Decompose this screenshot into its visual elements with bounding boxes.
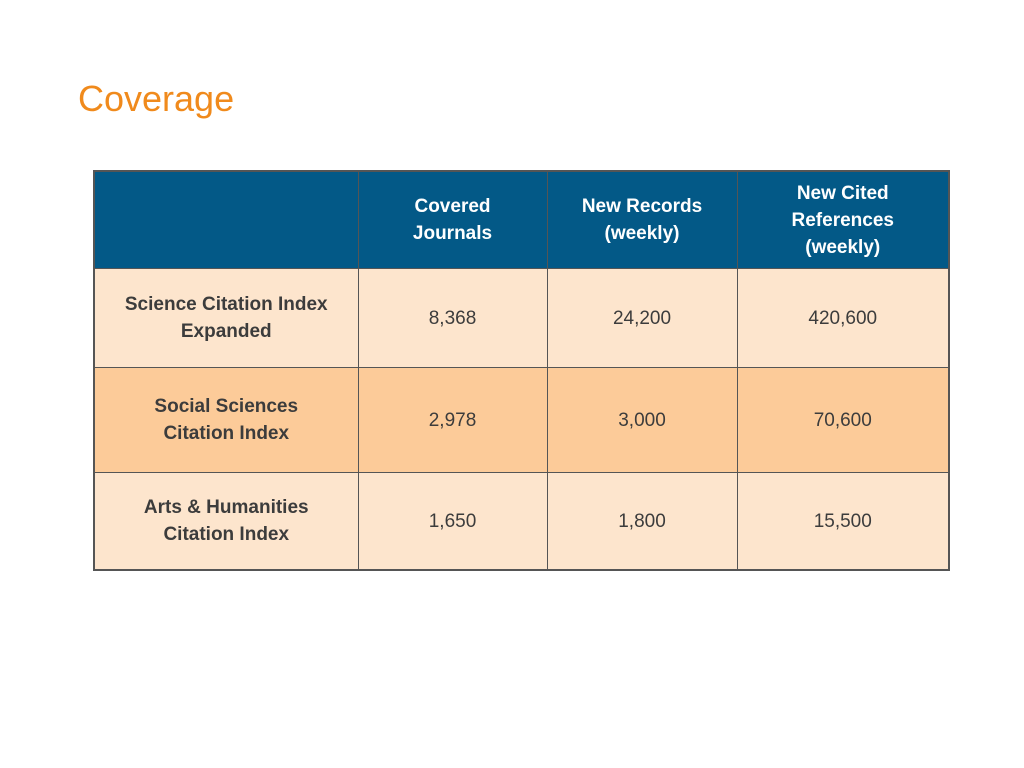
- header-covered-journals: Covered Journals: [357, 170, 548, 269]
- slide-title: Coverage: [78, 78, 235, 119]
- new-cited-references-cell: 15,500: [736, 472, 950, 571]
- new-cited-references-cell: 420,600: [736, 268, 950, 368]
- row-label: Science Citation Index Expanded: [93, 268, 359, 368]
- row-label: Social Sciences Citation Index: [93, 367, 359, 473]
- row-label: Arts & Humanities Citation Index: [93, 472, 359, 571]
- covered-journals-cell: 1,650: [357, 472, 548, 571]
- new-records-cell: 3,000: [546, 367, 738, 473]
- coverage-table: Covered Journals New Records (weekly) New …: [93, 170, 950, 571]
- header-new-cited-references: New Cited References (weekly): [736, 170, 950, 269]
- new-records-cell: 1,800: [546, 472, 738, 571]
- covered-journals-cell: 8,368: [357, 268, 548, 368]
- new-records-cell: 24,200: [546, 268, 738, 368]
- header-corner-cell: [93, 170, 359, 269]
- table-row: Science Citation Index Expanded 8,368 24,…: [93, 268, 950, 368]
- table-row: Arts & Humanities Citation Index 1,650 1,…: [93, 472, 950, 571]
- covered-journals-cell: 2,978: [357, 367, 548, 473]
- table-row: Social Sciences Citation Index 2,978 3,00…: [93, 367, 950, 473]
- header-new-records: New Records (weekly): [546, 170, 738, 269]
- table-header-row: Covered Journals New Records (weekly) New …: [93, 170, 950, 269]
- new-cited-references-cell: 70,600: [736, 367, 950, 473]
